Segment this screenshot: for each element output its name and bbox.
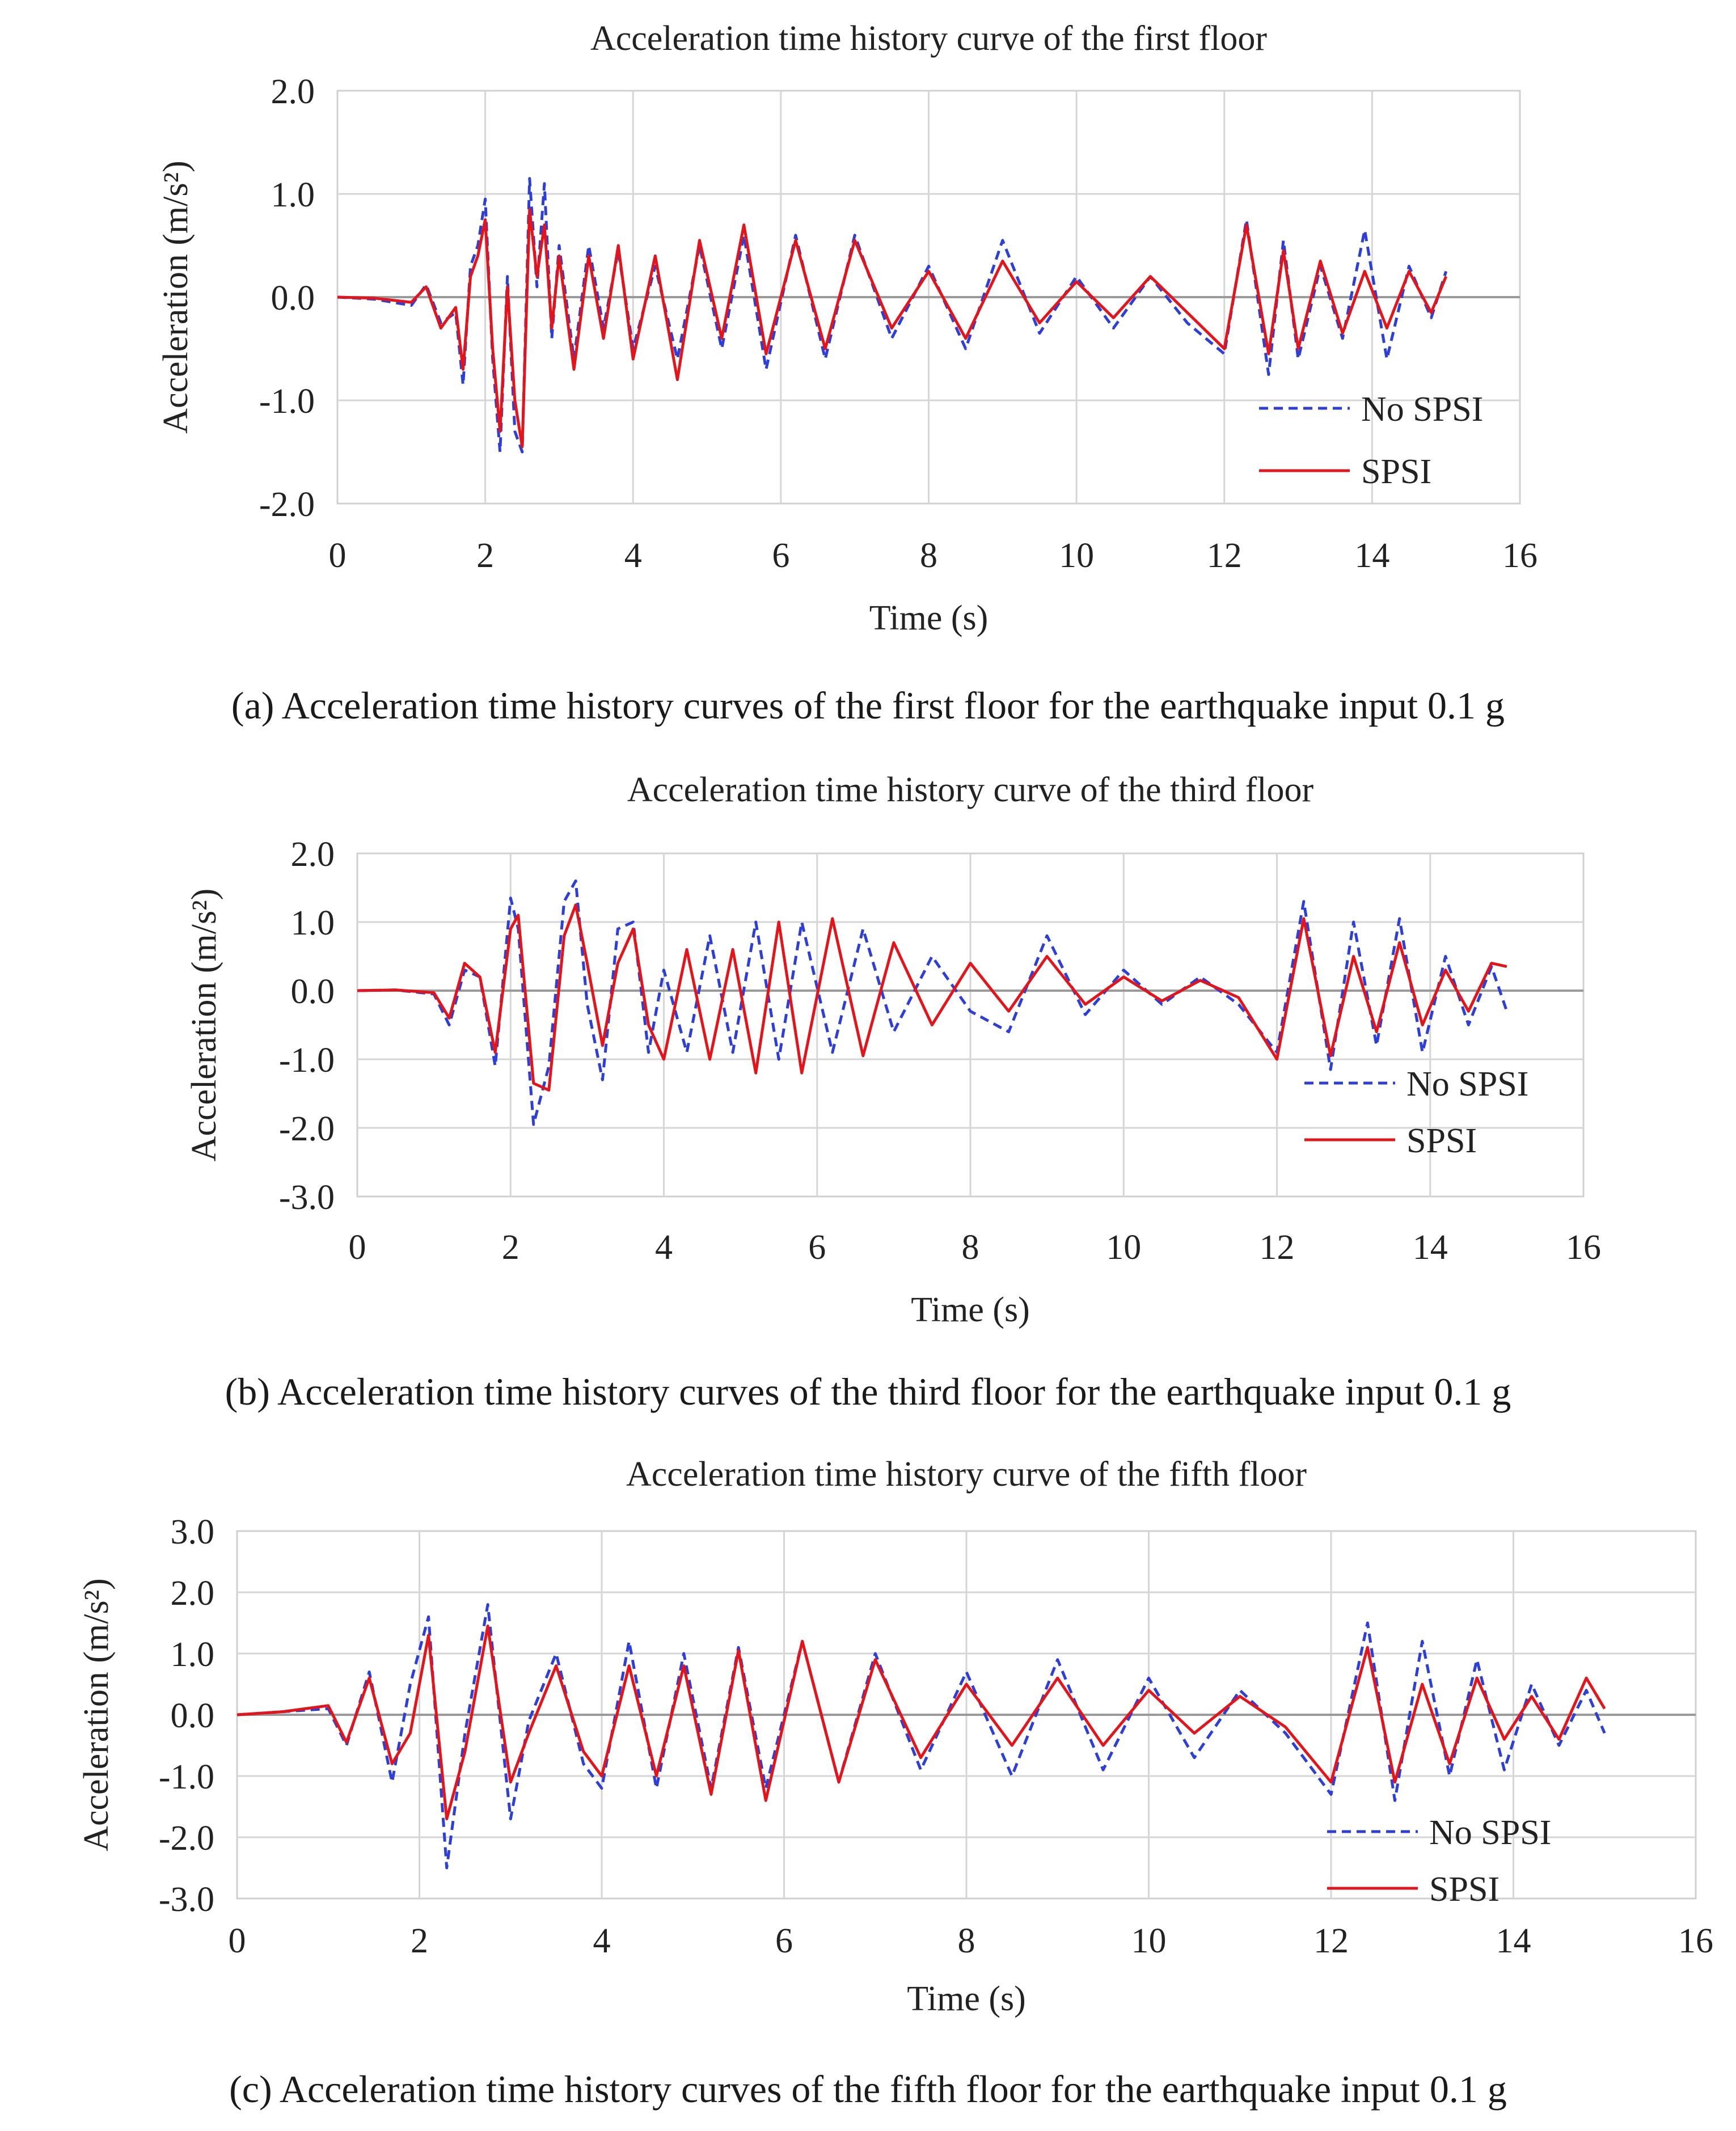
caption-a: (a) Acceleration time history curves of … [231, 684, 1505, 727]
x-tick-label: 16 [1566, 1228, 1601, 1267]
y-tick-label: 0.0 [291, 973, 335, 1011]
x-tick-label: 14 [1496, 1922, 1531, 1960]
x-tick-label: 6 [775, 1922, 793, 1960]
y-tick-label: 2.0 [171, 1574, 215, 1613]
chart-title: Acceleration time history curve of the f… [626, 1455, 1307, 1494]
series-line-spsi [236, 1624, 1606, 1821]
chart-third-floor: 0 2 4 6 8 10 12 14 16 2.0 1.0 0.0 -1.0 -2.0 -3.0 Accele… [185, 771, 1601, 1329]
x-tick-label: 0 [229, 1922, 246, 1960]
x-tick-label: 0 [329, 536, 347, 575]
y-tick-label: 0.0 [271, 279, 315, 318]
x-tick-label: 2 [502, 1228, 519, 1267]
y-tick-label: -1.0 [159, 1758, 214, 1796]
y-axis-label: Acceleration (m/s²) [185, 889, 223, 1162]
y-tick-label: 3.0 [171, 1513, 215, 1551]
y-tick-label: -1.0 [259, 382, 315, 421]
y-tick-label: 2.0 [291, 835, 335, 874]
y-axis-label: Acceleration (m/s²) [157, 160, 195, 434]
x-tick-label: 14 [1413, 1228, 1448, 1267]
x-tick-label: 2 [411, 1922, 428, 1960]
x-tick-label: 0 [349, 1228, 366, 1267]
chart-first-floor: 0 2 4 6 8 10 12 14 16 2.0 1.0 0.0 -1.0 -2.0 Accelerati… [157, 19, 1538, 637]
series-line-no-spsi [337, 177, 1448, 454]
y-tick-label: 1.0 [291, 904, 335, 942]
x-tick-label: 6 [808, 1228, 826, 1267]
x-tick-label: 4 [655, 1228, 673, 1267]
x-tick-label: 16 [1502, 536, 1538, 575]
y-tick-label: -3.0 [159, 1880, 214, 1919]
x-tick-label: 10 [1106, 1228, 1141, 1267]
y-tick-label: 2.0 [271, 73, 315, 111]
y-tick-label: -2.0 [259, 485, 315, 524]
x-tick-label: 4 [624, 536, 642, 575]
y-axis-label: Acceleration (m/s²) [77, 1578, 116, 1851]
x-tick-label: 16 [1678, 1922, 1713, 1960]
chart-title: Acceleration time history curve of the t… [627, 771, 1314, 809]
x-tick-label: 8 [920, 536, 937, 575]
x-axis-label: Time (s) [911, 1291, 1030, 1329]
caption-b: (b) Acceleration time history curves of … [225, 1370, 1511, 1413]
legend-label: SPSI [1361, 453, 1431, 491]
y-tick-label: -2.0 [279, 1110, 335, 1148]
caption-c: (c) Acceleration time history curves of … [229, 2067, 1507, 2111]
x-tick-label: 8 [958, 1922, 975, 1960]
y-tick-label: 1.0 [271, 176, 315, 214]
y-tick-label: 1.0 [171, 1635, 215, 1674]
x-axis-label: Time (s) [869, 599, 989, 637]
x-tick-label: 2 [476, 536, 494, 575]
chart-fifth-floor: 0 2 4 6 8 10 12 14 16 3.0 2.0 1.0 0.0 -1.0 -2.0 -3.0 Acc… [77, 1455, 1713, 2018]
y-tick-label: 0.0 [171, 1697, 215, 1735]
chart-panel-fifth-floor: 0 2 4 6 8 10 12 14 16 3.0 2.0 1.0 0.0 -1.0 -2.0 -3.0 Acc… [0, 1452, 1736, 2058]
x-tick-label: 8 [962, 1228, 979, 1267]
legend-label: No SPSI [1429, 1813, 1551, 1852]
x-tick-label: 10 [1059, 536, 1094, 575]
y-tick-label: -2.0 [159, 1819, 214, 1858]
legend-label: SPSI [1406, 1122, 1477, 1160]
legend-label: No SPSI [1361, 390, 1483, 429]
x-tick-label: 12 [1260, 1228, 1295, 1267]
x-axis-label: Time (s) [907, 1980, 1026, 2018]
chart-title: Acceleration time history curve of the f… [590, 19, 1267, 58]
series-line-spsi [357, 903, 1507, 1092]
x-tick-label: 4 [593, 1922, 611, 1960]
y-tick-label: -1.0 [279, 1041, 335, 1080]
x-tick-label: 12 [1207, 536, 1242, 575]
x-tick-label: 12 [1313, 1922, 1349, 1960]
x-tick-label: 14 [1354, 536, 1389, 575]
chart-panel-third-floor: 0 2 4 6 8 10 12 14 16 2.0 1.0 0.0 -1.0 -2.0 -3.0 Accele… [0, 760, 1736, 1395]
x-tick-label: 10 [1131, 1922, 1167, 1960]
legend-label: No SPSI [1406, 1065, 1528, 1103]
series-line-spsi [337, 208, 1448, 449]
chart-panel-first-floor: 0 2 4 6 8 10 12 14 16 2.0 1.0 0.0 -1.0 -2.0 Accelerati… [0, 0, 1736, 680]
legend-label: SPSI [1429, 1870, 1500, 1909]
y-tick-label: -3.0 [279, 1178, 335, 1217]
x-tick-label: 6 [772, 536, 789, 575]
